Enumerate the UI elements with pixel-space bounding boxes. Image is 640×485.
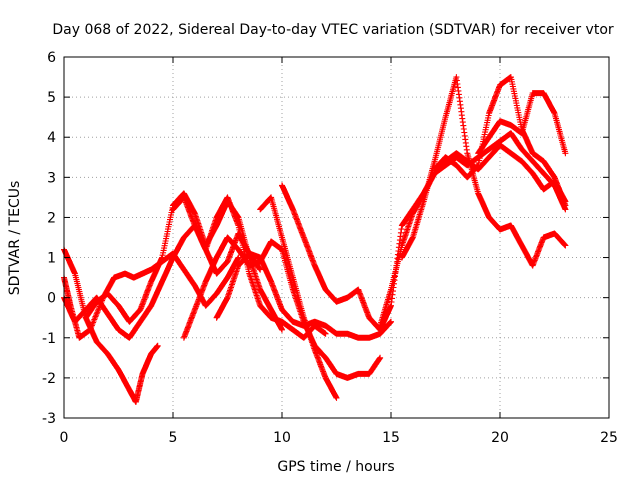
y-tick-label: 3 bbox=[47, 170, 56, 186]
y-tick-label: 1 bbox=[47, 251, 56, 267]
x-tick-label: 5 bbox=[169, 430, 178, 446]
y-tick-label: 4 bbox=[47, 130, 56, 146]
y-tick-label: 5 bbox=[47, 90, 56, 106]
x-tick-label: 15 bbox=[382, 430, 400, 446]
data-series bbox=[61, 74, 569, 405]
series-track bbox=[257, 194, 340, 401]
y-tick-label: -1 bbox=[42, 331, 56, 347]
y-axis-label: SDTVAR / TECUs bbox=[7, 181, 23, 296]
x-tick-label: 25 bbox=[600, 430, 618, 446]
series-track bbox=[398, 74, 569, 269]
axis-ticks: 0 5 10 15 20 25 -3 -2 -1 0 1 2 3 4 5 6 bbox=[42, 50, 618, 446]
y-tick-label: 0 bbox=[47, 291, 56, 307]
x-tick-label: 0 bbox=[60, 430, 69, 446]
series-track bbox=[213, 250, 394, 341]
y-tick-label: 6 bbox=[47, 50, 56, 66]
plot-frame bbox=[63, 56, 610, 419]
y-tick-label: 2 bbox=[47, 210, 56, 226]
series-track bbox=[475, 90, 569, 157]
y-tick-label: -2 bbox=[42, 371, 56, 387]
x-tick-label: 20 bbox=[491, 430, 509, 446]
grid bbox=[64, 57, 609, 418]
series-track bbox=[377, 142, 569, 329]
x-axis-label: GPS time / hours bbox=[277, 459, 394, 475]
chart-title: Day 068 of 2022, Sidereal Day-to-day VTE… bbox=[52, 22, 614, 38]
x-tick-label: 10 bbox=[273, 430, 291, 446]
series-track bbox=[279, 130, 569, 333]
y-tick-label: -3 bbox=[42, 411, 56, 427]
